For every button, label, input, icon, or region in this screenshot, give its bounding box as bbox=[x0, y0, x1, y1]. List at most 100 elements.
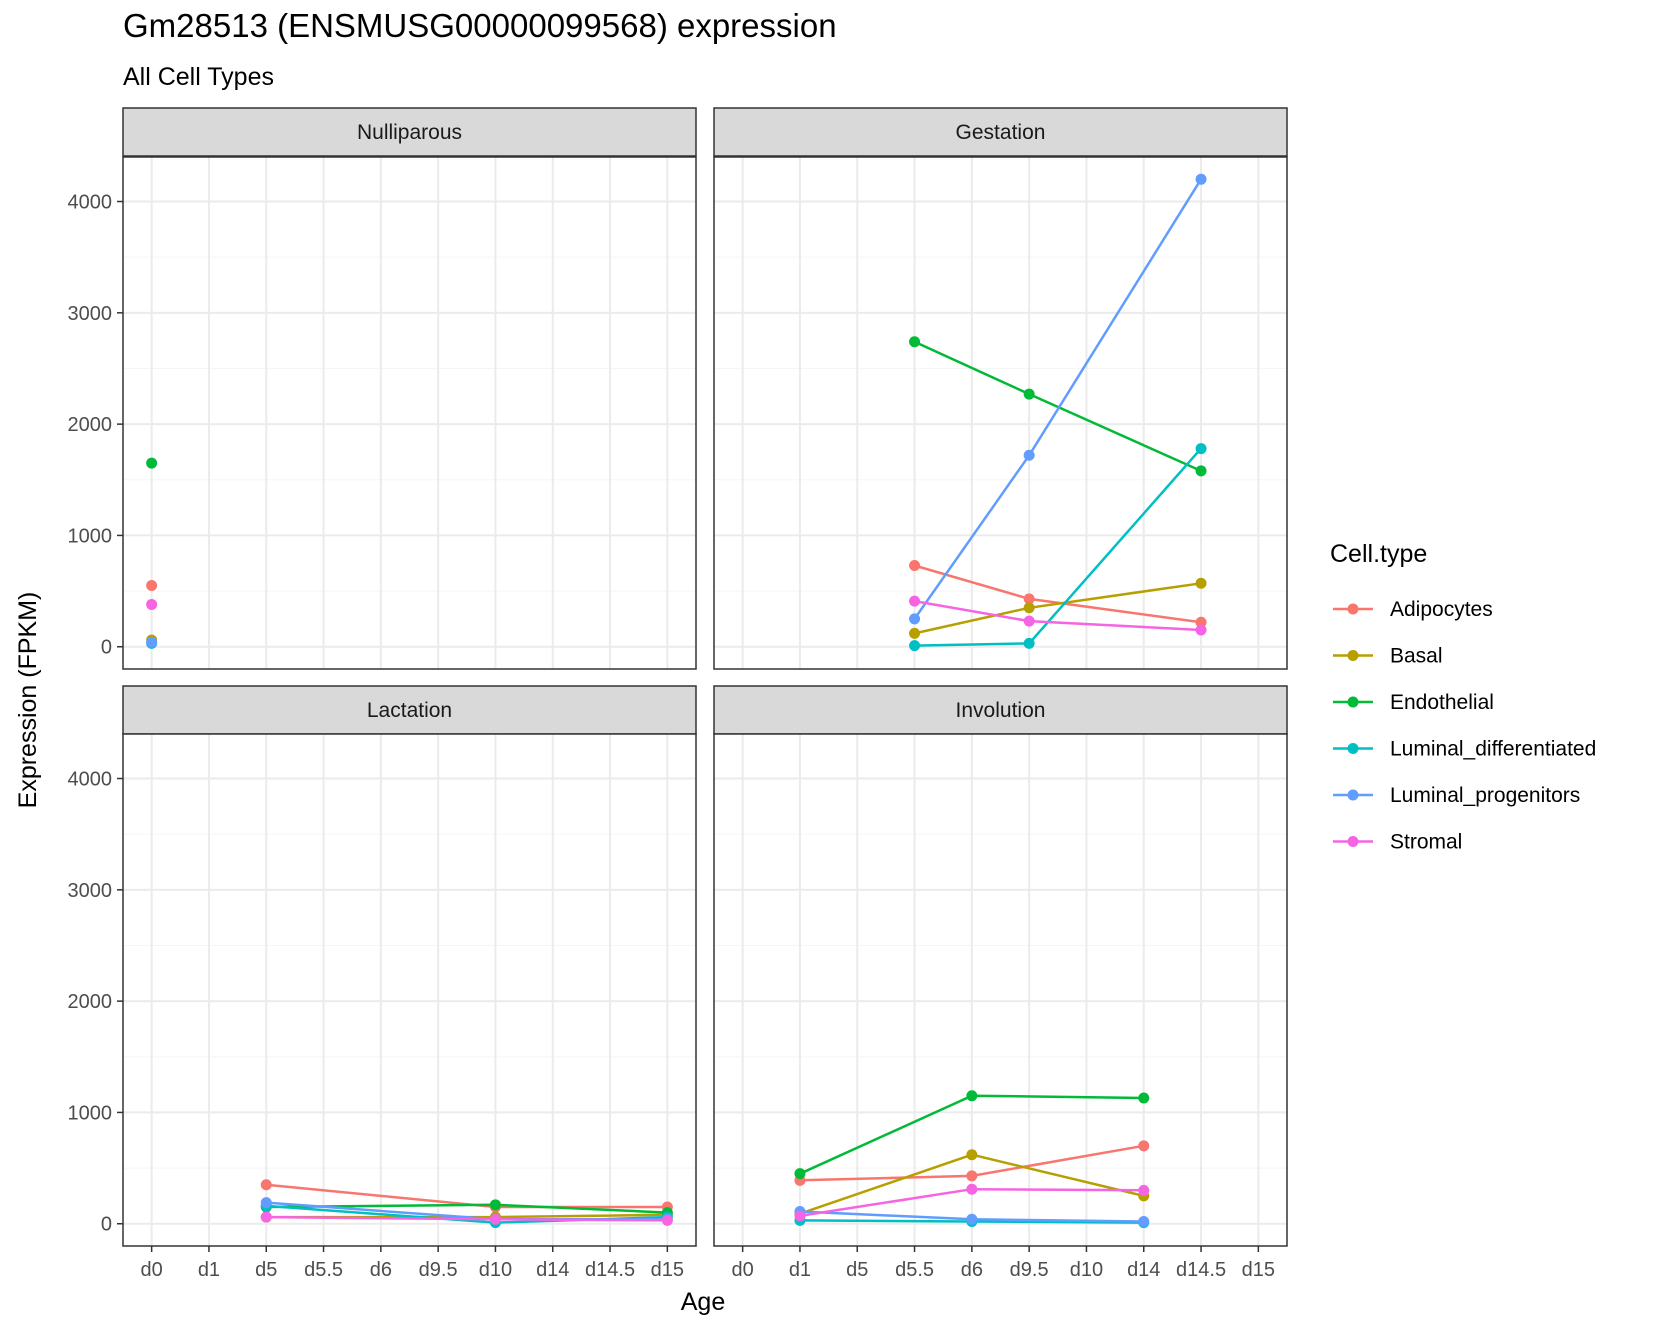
data-point-luminal-progenitors bbox=[1138, 1216, 1150, 1228]
x-tick-label: d1 bbox=[789, 1259, 811, 1281]
panel-border bbox=[713, 733, 1288, 1247]
x-tick-label: d9.5 bbox=[419, 1259, 458, 1281]
y-tick-label: 2000 bbox=[68, 991, 113, 1013]
chart-title: Gm28513 (ENSMUSG00000099568) expression bbox=[123, 7, 837, 44]
legend-item-luminal-differentiated: Luminal_differentiated bbox=[1333, 738, 1596, 761]
data-point-basal bbox=[1023, 602, 1035, 614]
data-point-stromal bbox=[909, 595, 921, 607]
data-point-adipocytes bbox=[1195, 616, 1207, 628]
x-tick-label: d1 bbox=[198, 1259, 220, 1281]
x-tick-label: d14 bbox=[1127, 1259, 1160, 1281]
strip-label-involution: Involution bbox=[956, 699, 1046, 722]
strip-label-lactation: Lactation bbox=[367, 699, 452, 722]
data-point-stromal bbox=[146, 598, 158, 610]
x-tick-label: d9.5 bbox=[1010, 1259, 1049, 1281]
legend-item-adipocytes: Adipocytes bbox=[1333, 598, 1493, 621]
y-tick-label: 0 bbox=[101, 637, 112, 659]
data-point-endothelial bbox=[966, 1090, 978, 1102]
x-tick-label: d15 bbox=[651, 1259, 684, 1281]
data-point-luminal-progenitors bbox=[1195, 173, 1207, 185]
legend-label: Basal bbox=[1390, 645, 1443, 668]
panel-gestation: Gestation bbox=[713, 107, 1288, 670]
legend-key-point bbox=[1347, 696, 1359, 708]
data-point-basal bbox=[909, 627, 921, 639]
data-point-adipocytes bbox=[966, 1170, 978, 1182]
data-point-adipocytes bbox=[260, 1179, 272, 1191]
data-point-luminal-progenitors bbox=[146, 636, 158, 648]
x-tick-label: d6 bbox=[370, 1259, 392, 1281]
data-point-stromal bbox=[1138, 1184, 1150, 1196]
strip-nulliparous bbox=[122, 107, 697, 157]
y-tick-label: 1000 bbox=[68, 1102, 113, 1124]
data-point-stromal bbox=[260, 1211, 272, 1223]
data-point-stromal bbox=[794, 1210, 806, 1222]
data-point-luminal-differentiated bbox=[1195, 443, 1207, 455]
x-tick-label: d5.5 bbox=[304, 1259, 343, 1281]
panel-background bbox=[123, 734, 696, 1246]
legend-key-point bbox=[1347, 789, 1359, 801]
strip-gestation bbox=[713, 107, 1288, 157]
y-tick-label: 4000 bbox=[68, 192, 113, 214]
data-point-endothelial bbox=[146, 457, 158, 469]
legend-title: Cell.type bbox=[1330, 540, 1427, 568]
y-tick-label: 0 bbox=[101, 1214, 112, 1236]
x-tick-label: d6 bbox=[961, 1259, 983, 1281]
y-tick-label: 3000 bbox=[68, 303, 113, 325]
data-point-endothelial bbox=[1023, 388, 1035, 400]
data-point-stromal bbox=[1195, 624, 1207, 636]
x-tick-label: d10 bbox=[1070, 1259, 1103, 1281]
legend-item-luminal-progenitors: Luminal_progenitors bbox=[1333, 784, 1580, 807]
x-tick-label: d0 bbox=[141, 1259, 163, 1281]
x-tick-label: d5.5 bbox=[895, 1259, 934, 1281]
data-point-adipocytes bbox=[146, 580, 158, 592]
data-point-adipocytes bbox=[909, 559, 921, 571]
data-point-luminal-progenitors bbox=[909, 613, 921, 625]
data-point-endothelial bbox=[1195, 465, 1207, 477]
y-tick-label: 1000 bbox=[68, 525, 113, 547]
legend-item-stromal: Stromal bbox=[1333, 831, 1462, 854]
data-point-endothelial bbox=[909, 336, 921, 348]
x-tick-label: d14.5 bbox=[1176, 1259, 1226, 1281]
legend-key-point bbox=[1347, 603, 1359, 615]
x-tick-label: d5 bbox=[846, 1259, 868, 1281]
panel-nulliparous: Nulliparous 0 1000 2000 3000 4000 bbox=[68, 107, 697, 670]
legend-item-basal: Basal bbox=[1333, 645, 1443, 668]
panel-background bbox=[123, 157, 696, 669]
data-point-stromal bbox=[489, 1213, 501, 1225]
x-tick-label: d14.5 bbox=[585, 1259, 635, 1281]
data-point-stromal bbox=[1023, 615, 1035, 627]
chart-subtitle: All Cell Types bbox=[123, 63, 274, 91]
panel-involution: Involution d0 d1 d5 d5.5 d6 d9.5 d10 d14 d14.5 d15 bbox=[713, 685, 1288, 1281]
data-point-basal bbox=[966, 1149, 978, 1161]
data-point-basal bbox=[1195, 577, 1207, 589]
data-point-luminal-differentiated bbox=[909, 640, 921, 652]
panel-border bbox=[713, 156, 1288, 670]
data-point-luminal-progenitors bbox=[966, 1213, 978, 1225]
data-point-adipocytes bbox=[1138, 1140, 1150, 1152]
legend-label: Adipocytes bbox=[1390, 598, 1493, 621]
x-tick-label: d10 bbox=[479, 1259, 512, 1281]
data-point-endothelial bbox=[489, 1199, 501, 1211]
x-tick-label: d0 bbox=[732, 1259, 754, 1281]
x-tick-label: d14 bbox=[536, 1259, 569, 1281]
panel-border bbox=[122, 733, 697, 1247]
data-point-luminal-differentiated bbox=[1023, 637, 1035, 649]
strip-label-gestation: Gestation bbox=[956, 121, 1046, 144]
panel-border bbox=[122, 156, 697, 670]
data-point-luminal-progenitors bbox=[1023, 449, 1035, 461]
x-tick-label: d15 bbox=[1242, 1259, 1275, 1281]
legend-key-point bbox=[1347, 650, 1359, 661]
data-point-stromal bbox=[966, 1183, 978, 1195]
data-point-adipocytes bbox=[1023, 593, 1035, 605]
legend-label: Endothelial bbox=[1390, 691, 1494, 714]
legend-label: Luminal_differentiated bbox=[1390, 738, 1596, 761]
strip-label-nulliparous: Nulliparous bbox=[357, 121, 462, 144]
data-point-endothelial bbox=[794, 1168, 806, 1180]
panel-lactation: Lactation 0 1000 2000 3000 4000 d0 d1 d5 d5.5 d6 d9… bbox=[68, 685, 697, 1281]
legend-key-point bbox=[1347, 743, 1359, 754]
y-axis-title: Expression (FPKM) bbox=[14, 592, 42, 809]
legend-item-endothelial: Endothelial bbox=[1333, 691, 1494, 714]
data-point-stromal bbox=[661, 1214, 673, 1226]
y-tick-label: 2000 bbox=[68, 414, 113, 436]
